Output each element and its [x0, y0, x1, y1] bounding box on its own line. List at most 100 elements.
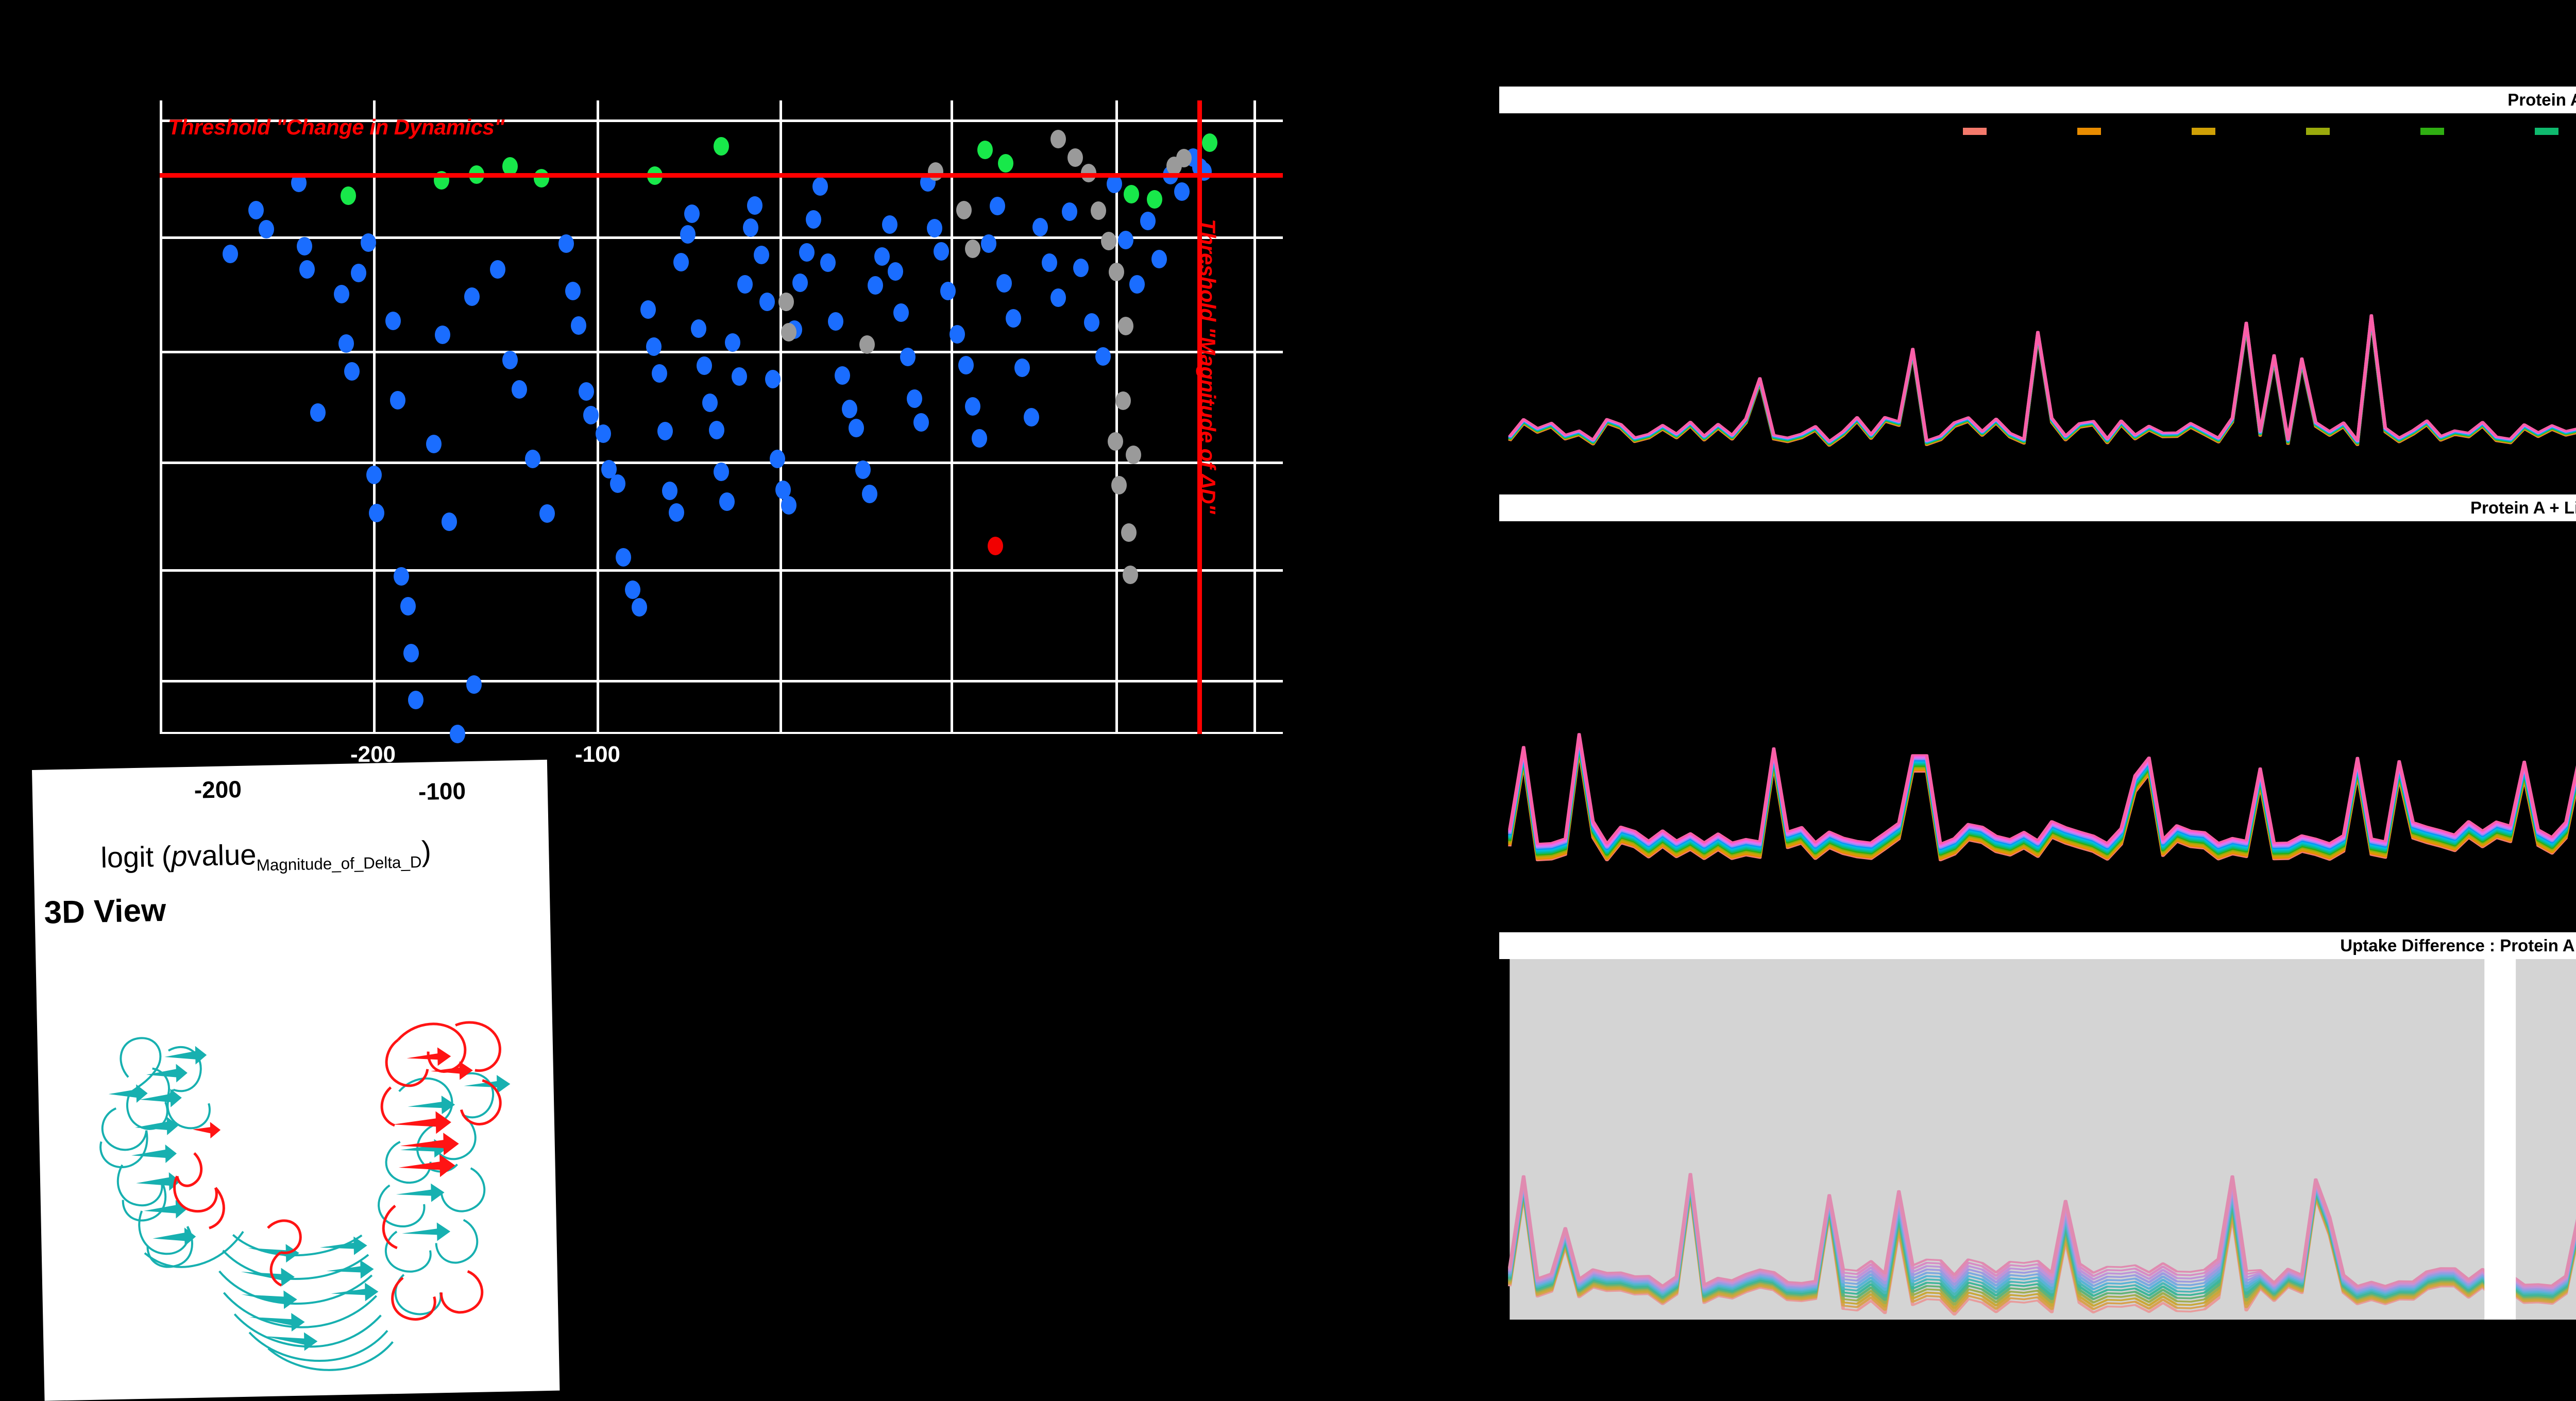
scatter-point-grey[interactable] [778, 293, 794, 312]
scatter-point-blue[interactable] [900, 348, 916, 367]
scatter-point-blue[interactable] [861, 484, 877, 503]
scatter-point-blue[interactable] [368, 503, 384, 522]
scatter-point-grey[interactable] [1126, 445, 1142, 464]
scatter-point-blue[interactable] [1084, 313, 1100, 332]
scatter-point-blue[interactable] [731, 367, 747, 386]
scatter-point-blue[interactable] [631, 598, 647, 617]
scatter-point-blue[interactable] [770, 450, 785, 469]
legend-swatch-2[interactable] [2077, 128, 2101, 135]
scatter-point-blue[interactable] [571, 316, 587, 335]
scatter-point-blue[interactable] [297, 236, 313, 255]
scatter-point-blue[interactable] [442, 512, 457, 531]
scatter-point-blue[interactable] [737, 275, 753, 294]
scatter-point-grey[interactable] [1109, 263, 1125, 282]
scatter-point-grey[interactable] [1091, 201, 1107, 220]
threshold-line-change-in-dynamics[interactable] [160, 173, 1283, 178]
scatter-point-grey[interactable] [1122, 566, 1138, 585]
scatter-point-blue[interactable] [610, 474, 626, 493]
scatter-point-blue[interactable] [338, 334, 354, 353]
scatter-point-blue[interactable] [624, 580, 640, 599]
scatter-point-blue[interactable] [565, 282, 581, 301]
scatter-point-green[interactable] [502, 157, 518, 176]
scatter-point-blue[interactable] [579, 382, 595, 401]
scatter-point-grey[interactable] [1108, 432, 1124, 451]
scatter-point-blue[interactable] [393, 567, 409, 586]
scatter-point-blue[interactable] [820, 253, 836, 272]
chart-canvas-protein-a[interactable] [1499, 113, 2576, 474]
scatter-point-blue[interactable] [874, 247, 890, 266]
scatter-point-blue[interactable] [765, 370, 781, 389]
scatter-point-blue[interactable] [662, 481, 677, 500]
scatter-point-blue[interactable] [1095, 347, 1111, 366]
scatter-point-grey[interactable] [965, 239, 981, 258]
scatter-point-blue[interactable] [657, 422, 673, 441]
scatter-point-grey[interactable] [1176, 148, 1192, 167]
volcano-plot-area[interactable]: Threshold "Change in Dynamics" Threshold… [160, 100, 1283, 743]
scatter-point-blue[interactable] [400, 596, 416, 616]
scatter-point-blue[interactable] [1174, 182, 1190, 201]
scatter-point-green[interactable] [997, 153, 1013, 173]
scatter-point-red[interactable] [987, 536, 1003, 555]
protein-ribbon-diagram[interactable] [35, 914, 560, 1388]
scatter-point-blue[interactable] [616, 548, 632, 567]
scatter-point-blue[interactable] [702, 393, 718, 412]
scatter-point-blue[interactable] [965, 397, 981, 416]
scatter-point-blue[interactable] [835, 366, 851, 385]
scatter-point-blue[interactable] [714, 462, 729, 481]
scatter-point-blue[interactable] [1073, 258, 1089, 277]
scatter-point-blue[interactable] [848, 418, 864, 437]
scatter-point-blue[interactable] [1117, 230, 1133, 249]
scatter-point-grey[interactable] [1101, 232, 1117, 251]
scatter-point-blue[interactable] [558, 234, 574, 253]
scatter-point-blue[interactable] [792, 274, 808, 293]
scatter-point-blue[interactable] [646, 337, 662, 356]
scatter-point-blue[interactable] [1151, 249, 1167, 268]
threshold-line-magnitude-of-delta-d[interactable] [1197, 100, 1202, 734]
chart-protein-a[interactable]: Protein A [1499, 87, 2576, 478]
scatter-point-blue[interactable] [652, 364, 668, 383]
scatter-point-blue[interactable] [1140, 211, 1156, 230]
scatter-point-blue[interactable] [906, 389, 922, 408]
scatter-point-blue[interactable] [691, 319, 707, 338]
scatter-point-blue[interactable] [812, 177, 828, 196]
scatter-point-blue[interactable] [350, 263, 366, 282]
chart-canvas-protein-a-plus-ligand[interactable] [1499, 521, 2576, 882]
legend-swatch-5[interactable] [2420, 128, 2444, 135]
scatter-point-blue[interactable] [361, 233, 377, 252]
scatter-point-blue[interactable] [1129, 275, 1145, 294]
scatter-point-blue[interactable] [344, 362, 360, 381]
legend-swatch-4[interactable] [2306, 128, 2330, 135]
scatter-point-blue[interactable] [882, 215, 897, 234]
scatter-point-blue[interactable] [449, 725, 465, 743]
scatter-point-blue[interactable] [435, 326, 451, 345]
scatter-point-blue[interactable] [781, 496, 796, 515]
scatter-point-grey[interactable] [1050, 130, 1066, 149]
scatter-point-blue[interactable] [524, 450, 540, 469]
scatter-point-blue[interactable] [223, 244, 239, 263]
scatter-point-blue[interactable] [841, 400, 857, 418]
scatter-point-blue[interactable] [1041, 253, 1057, 272]
scatter-point-blue[interactable] [684, 204, 700, 224]
scatter-point-grey[interactable] [956, 200, 972, 219]
scatter-point-blue[interactable] [1061, 202, 1077, 221]
scatter-point-blue[interactable] [310, 403, 326, 422]
scatter-point-blue[interactable] [719, 492, 735, 511]
scatter-point-blue[interactable] [799, 243, 815, 262]
scatter-point-blue[interactable] [828, 312, 844, 331]
chart-protein-a-plus-ligand[interactable]: Protein A + Ligand [1499, 494, 2576, 886]
scatter-point-blue[interactable] [1005, 309, 1021, 328]
scatter-point-blue[interactable] [805, 210, 821, 229]
scatter-point-blue[interactable] [709, 420, 725, 439]
scatter-point-blue[interactable] [1014, 358, 1030, 378]
scatter-point-blue[interactable] [972, 429, 988, 448]
protein-ribbon-svg[interactable] [35, 914, 560, 1388]
scatter-point-blue[interactable] [980, 234, 996, 253]
scatter-point-blue[interactable] [680, 225, 696, 244]
scatter-point-blue[interactable] [913, 413, 929, 432]
scatter-point-blue[interactable] [466, 675, 482, 694]
scatter-point-blue[interactable] [426, 434, 442, 453]
scatter-point-green[interactable] [1147, 190, 1163, 209]
scatter-point-blue[interactable] [887, 262, 903, 281]
scatter-point-blue[interactable] [490, 260, 506, 279]
scatter-point-blue[interactable] [940, 282, 956, 301]
